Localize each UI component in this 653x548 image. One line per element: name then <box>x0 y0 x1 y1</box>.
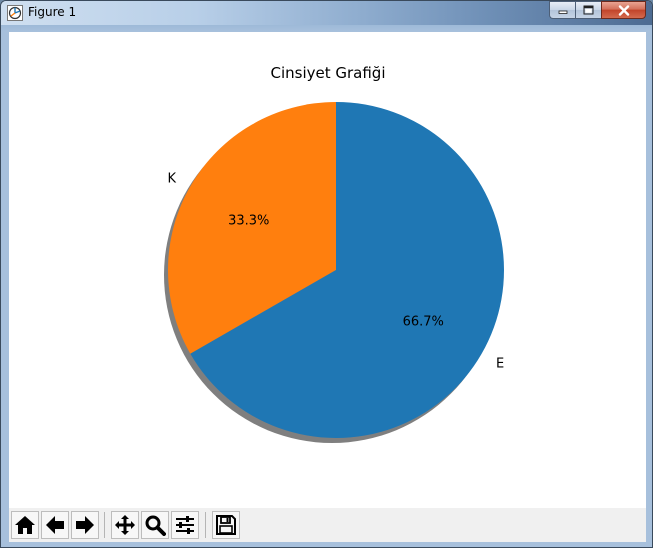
pie-value-label: 33.3% <box>228 214 269 229</box>
pie-value-label: 66.7% <box>403 314 444 329</box>
figure-canvas[interactable]: Cinsiyet Grafiği 33.3% K 66.7% E <box>9 32 646 508</box>
zoom-button[interactable] <box>141 511 169 539</box>
window-title: Figure 1 <box>28 5 77 19</box>
pie-slice-e <box>190 102 505 438</box>
back-button[interactable] <box>41 511 69 539</box>
minimize-button[interactable] <box>549 1 575 19</box>
home-button[interactable] <box>11 511 39 539</box>
arrow-right-icon <box>76 516 94 534</box>
minimize-icon <box>558 10 567 14</box>
pan-button[interactable] <box>111 511 139 539</box>
pie-category-label: K <box>168 171 177 186</box>
pie-labels: 33.3% K 66.7% E <box>168 171 505 371</box>
sliders-icon <box>176 516 194 534</box>
pie-chart: Cinsiyet Grafiği 33.3% K 66.7% E <box>164 64 505 443</box>
configure-subplots-button[interactable] <box>171 511 199 539</box>
title-bar: Figure 1 <box>1 1 652 25</box>
toolbar-separator <box>104 512 105 538</box>
figure-app-icon <box>7 5 23 21</box>
move-icon <box>115 515 135 535</box>
window-controls <box>549 1 646 21</box>
close-button[interactable] <box>601 1 646 19</box>
magnifier-icon <box>145 515 166 536</box>
floppy-icon <box>216 515 236 535</box>
close-icon <box>618 4 629 16</box>
pie-slices <box>167 102 505 438</box>
chart-title: Cinsiyet Grafiği <box>270 64 385 82</box>
maximize-icon <box>583 5 594 15</box>
pie-category-label: E <box>496 357 504 372</box>
forward-button[interactable] <box>71 511 99 539</box>
save-button[interactable] <box>212 511 240 539</box>
navigation-toolbar <box>9 508 646 542</box>
maximize-button[interactable] <box>575 1 601 19</box>
home-icon <box>15 516 35 534</box>
pie-slice-k <box>167 102 336 354</box>
arrow-left-icon <box>46 516 64 534</box>
toolbar-separator <box>205 512 206 538</box>
